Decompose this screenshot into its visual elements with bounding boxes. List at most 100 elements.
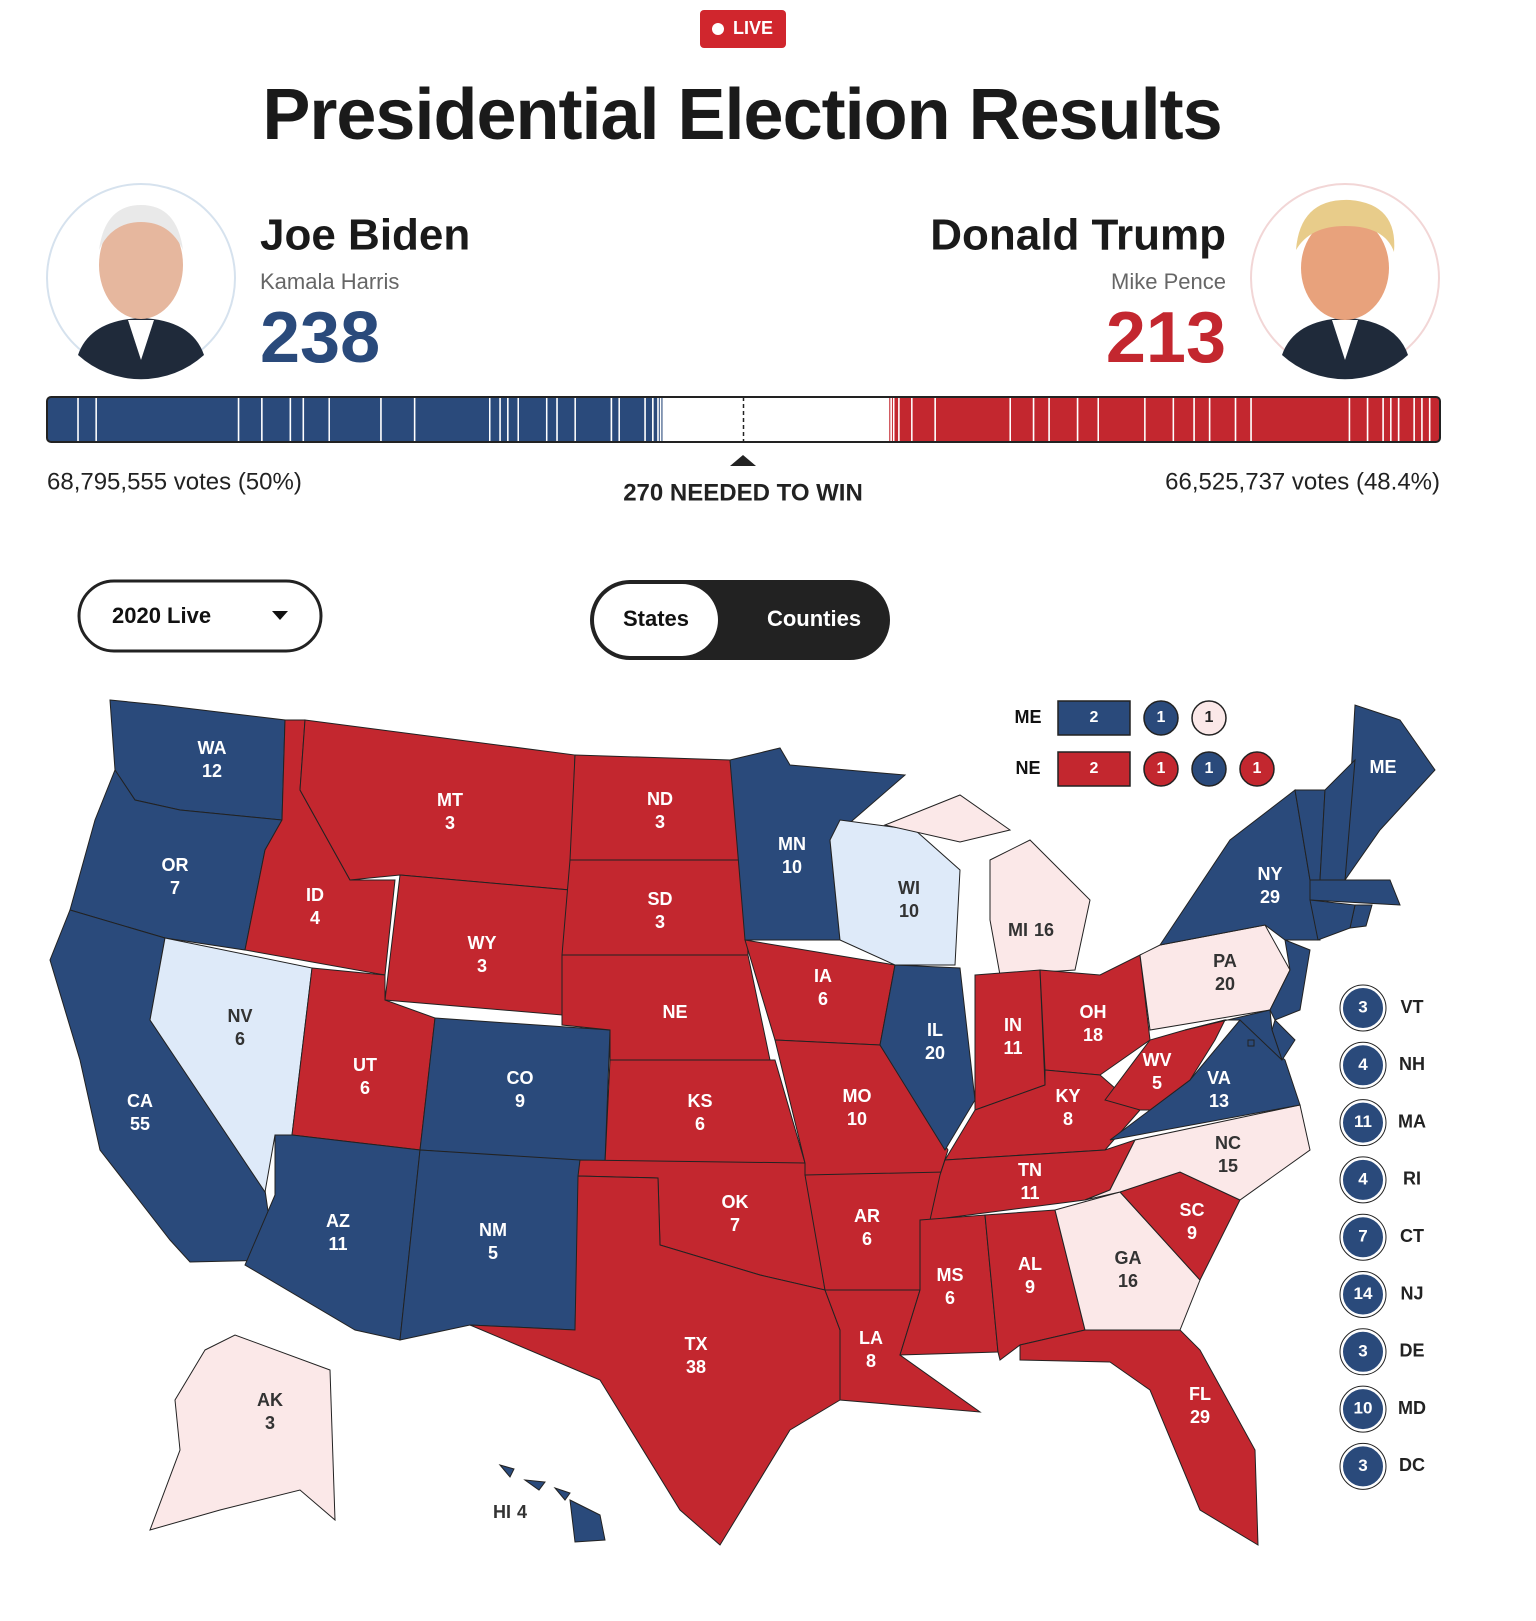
state-ev: 5 — [488, 1243, 498, 1263]
bar-segment — [892, 396, 900, 443]
state-ev: 16 — [1118, 1271, 1138, 1291]
needed-marker — [730, 455, 756, 466]
select-caret[interactable] — [272, 611, 288, 620]
toggle-active[interactable] — [594, 584, 718, 656]
state-label: HI 4 — [493, 1502, 527, 1522]
state-label: MS 6 — [937, 1265, 964, 1308]
select-box[interactable] — [77, 579, 323, 653]
bar-segment — [289, 396, 305, 443]
small-state-abbr: VT — [1400, 997, 1423, 1017]
page-title: Presidential Election Results — [262, 75, 1221, 155]
state-ev: 6 — [818, 989, 828, 1009]
state-ev: 12 — [202, 761, 222, 781]
state-ev: 6 — [945, 1288, 955, 1308]
state-label: IA 6 — [814, 966, 832, 1009]
state-ev: 9 — [1025, 1277, 1035, 1297]
toggle-option[interactable]: States — [623, 606, 689, 631]
state-shape — [729, 747, 907, 941]
state-abbr: NC — [1215, 1133, 1241, 1153]
state-ev: 10 — [782, 857, 802, 877]
small-state-abbr: MD — [1398, 1398, 1426, 1418]
small-state-ring — [1339, 1213, 1387, 1261]
bar-segment — [1348, 396, 1369, 443]
split-ev: 2 — [1090, 709, 1099, 726]
state-shape — [899, 1214, 999, 1356]
bar-segment — [1397, 396, 1415, 443]
badge-dot — [712, 23, 724, 35]
toggle-option[interactable]: Counties — [767, 606, 861, 631]
live-badge: LIVE — [700, 10, 786, 48]
state-ev: 29 — [1260, 887, 1280, 907]
bar-segment — [1234, 396, 1252, 443]
bar-segment — [659, 396, 664, 443]
small-state-abbr: DE — [1399, 1341, 1424, 1361]
bar-segment — [556, 396, 576, 443]
shirt — [1332, 320, 1358, 360]
split-abbr: NE — [1015, 758, 1040, 778]
bar-segment — [1009, 396, 1035, 443]
bar-segment — [302, 396, 330, 443]
state-ev: 18 — [1083, 1025, 1103, 1045]
bar-segment — [1076, 396, 1099, 443]
state-label: IL 20 — [925, 1020, 945, 1063]
state-label: FL 29 — [1189, 1384, 1211, 1427]
state-label: TN 11 — [1018, 1160, 1042, 1203]
state-ev: 9 — [515, 1091, 525, 1111]
bar-segment — [261, 396, 292, 443]
small-state-ring — [1339, 1271, 1387, 1318]
state-label: SC 9 — [1179, 1200, 1204, 1243]
bar-segment — [328, 396, 382, 443]
bar-segment — [652, 396, 659, 443]
state-abbr: MO — [843, 1086, 872, 1106]
small-state-ev: 4 — [1358, 1055, 1368, 1074]
split-district — [1143, 751, 1179, 787]
state-shape — [879, 964, 976, 1151]
split-district — [1143, 700, 1179, 736]
bar-segment — [644, 396, 654, 443]
small-state-abbr: NH — [1399, 1054, 1425, 1074]
small-state-ring — [1339, 1099, 1387, 1147]
state-ev: 38 — [686, 1357, 706, 1377]
state-abbr: TN — [1018, 1160, 1042, 1180]
state-label: MN 10 — [778, 834, 806, 877]
bar-segment — [507, 396, 519, 443]
year-select[interactable]: 2020 Live — [77, 579, 323, 653]
small-state-badge — [1341, 1444, 1385, 1489]
split-ev: 1 — [1205, 760, 1214, 777]
state-abbr: WI — [898, 878, 920, 898]
badge-text: LIVE — [733, 18, 773, 38]
state-label: TX 38 — [684, 1334, 707, 1377]
state-ev: 10 — [847, 1109, 867, 1129]
state-abbr: ID — [306, 885, 324, 905]
small-state-badge — [1341, 1329, 1385, 1374]
state-ev: 10 — [899, 901, 919, 921]
small-state-ev: 3 — [1358, 1456, 1367, 1475]
state-label: CO 9 — [507, 1068, 534, 1111]
state-label: ID 4 — [306, 885, 324, 928]
view-toggle[interactable]: States Counties — [590, 580, 890, 660]
state-abbr: AK — [257, 1390, 283, 1410]
split-ev: 2 — [1090, 760, 1099, 777]
bar-segment — [1390, 396, 1400, 443]
state-abbr: MI — [1008, 920, 1028, 940]
state-ev: 11 — [1003, 1038, 1022, 1058]
bar-segment — [618, 396, 646, 443]
trump-photo — [1250, 183, 1440, 380]
bar-segment — [1428, 396, 1441, 443]
state-ev: 8 — [866, 1351, 876, 1371]
state-abbr: CA — [127, 1091, 153, 1111]
state-label: MO 10 — [843, 1086, 872, 1129]
bar-segment — [1421, 396, 1431, 443]
state-label: AL 9 — [1018, 1254, 1042, 1297]
state-abbr: SD — [647, 889, 672, 909]
small-state-abbr: DC — [1399, 1455, 1425, 1475]
state-shape — [149, 1334, 336, 1531]
state-shape — [1309, 879, 1401, 906]
state-abbr: MT — [437, 790, 463, 810]
select-label[interactable]: 2020 Live — [112, 603, 211, 628]
split-ev: 1 — [1205, 709, 1214, 726]
state-abbr: NE — [662, 1002, 687, 1022]
state-label: LA 8 — [859, 1328, 883, 1371]
